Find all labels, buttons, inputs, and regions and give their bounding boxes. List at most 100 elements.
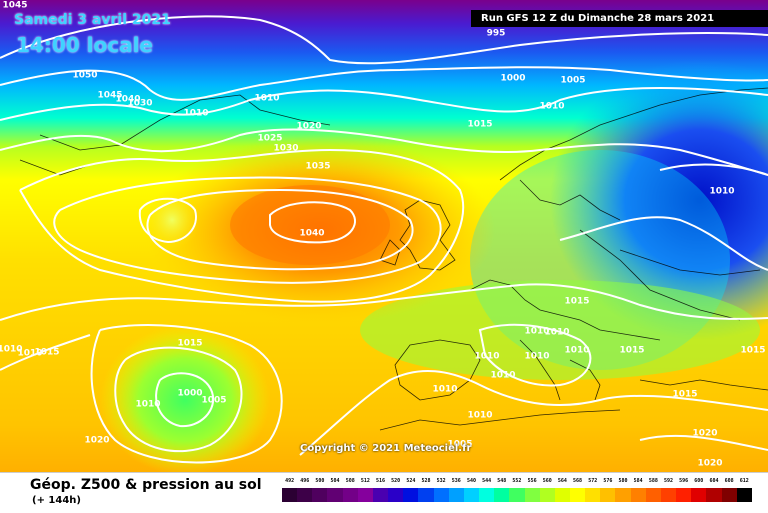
legend-value: 588 <box>648 478 658 484</box>
isobar-label: 1010 <box>474 352 499 362</box>
legend-value: 540 <box>466 478 476 484</box>
isobar-label: 1010 <box>539 102 564 112</box>
legend-swatch <box>600 488 616 502</box>
legend-value: 568 <box>573 478 583 484</box>
isobar-label: 1015 <box>740 346 765 356</box>
legend-value: 500 <box>315 478 325 484</box>
legend-swatch <box>630 488 646 502</box>
legend-swatch <box>342 488 358 502</box>
isobar-label: 1020 <box>84 436 109 446</box>
isobar-label: 1010 <box>709 187 734 197</box>
legend-swatch <box>448 488 464 502</box>
legend-swatch <box>569 488 586 502</box>
isobar-label: 1035 <box>305 162 330 172</box>
legend-swatch <box>479 488 495 502</box>
legend-swatch <box>297 488 313 502</box>
legend-value: 572 <box>588 478 598 484</box>
isobar-label: 1005 <box>201 396 226 406</box>
isobar-label: 1000 <box>177 389 202 399</box>
legend-value: 496 <box>300 478 310 484</box>
legend-swatch <box>282 488 298 502</box>
isobar-label: 1040 <box>115 95 140 105</box>
isobar-label: 1010 <box>467 411 492 421</box>
legend-swatch <box>585 488 601 502</box>
isobar-label: 1015 <box>34 348 59 358</box>
isobar-label: 1005 <box>560 76 585 86</box>
legend-value: 532 <box>436 478 446 484</box>
isobar-label: 1010 <box>0 345 23 355</box>
model-run-banner: Run GFS 12 Z du Dimanche 28 mars 2021 <box>471 10 768 27</box>
legend-swatch <box>403 488 419 502</box>
legend-swatch <box>706 488 722 502</box>
forecast-time: 14:00 locale <box>16 33 153 57</box>
isobars-contours <box>0 15 768 464</box>
isobar-label: 1010 <box>432 385 457 395</box>
isobar-label: 1010 <box>544 328 569 338</box>
legend-values: 492 496 500 504 508 512 516 520 524 528 532 536 540 5… <box>282 478 752 484</box>
map-caption-lead: (+ 144h) <box>32 495 81 506</box>
legend-swatch <box>615 488 631 502</box>
legend-value: 512 <box>360 478 370 484</box>
legend-swatch <box>736 488 752 502</box>
legend-value: 592 <box>663 478 673 484</box>
isobar-label: 1010 <box>564 346 589 356</box>
legend-value: 576 <box>603 478 613 484</box>
isobar-label: 1010 <box>490 371 515 381</box>
isobar-label: 1010 <box>254 94 279 104</box>
isobar-label: 1015 <box>564 297 589 307</box>
legend-swatch <box>463 488 480 502</box>
legend-value: 580 <box>618 478 628 484</box>
legend-swatch <box>691 488 707 502</box>
isobar-label: 995 <box>487 29 506 39</box>
legend-value: 504 <box>330 478 340 484</box>
legend-value: 508 <box>345 478 355 484</box>
isobar-label: 1020 <box>692 429 717 439</box>
isobar-label: 1015 <box>672 390 697 400</box>
legend-swatch <box>660 488 677 502</box>
isobar-label: 1010 <box>183 109 208 119</box>
legend-value: 528 <box>421 478 431 484</box>
legend-swatch <box>327 488 343 502</box>
legend-value: 520 <box>391 478 401 484</box>
legend-value: 544 <box>482 478 492 484</box>
legend-value: 600 <box>694 478 704 484</box>
legend-value: 612 <box>739 478 749 484</box>
legend-swatch <box>676 488 692 502</box>
legend-value: 516 <box>376 478 386 484</box>
caption-bar: Géop. Z500 & pression au sol (+ 144h) 49… <box>0 472 768 513</box>
color-legend: 492 496 500 504 508 512 516 520 524 528 532 536 540 5… <box>282 478 752 510</box>
isobar-label: 1050 <box>72 71 97 81</box>
legend-swatch <box>388 488 404 502</box>
legend-value: 608 <box>724 478 734 484</box>
isobar-label: 1025 <box>257 134 282 144</box>
isobar-label: 1010 <box>135 400 160 410</box>
isobar-label: 1010 <box>524 352 549 362</box>
legend-value: 524 <box>406 478 416 484</box>
isobar-label: 1040 <box>299 229 324 239</box>
legend-value: 536 <box>451 478 461 484</box>
legend-swatch <box>433 488 449 502</box>
isobar-label: 1000 <box>500 74 525 84</box>
legend-value: 492 <box>285 478 295 484</box>
legend-value: 552 <box>512 478 522 484</box>
isobar-label: 1015 <box>177 339 202 349</box>
isobar-label: 1045 <box>2 1 27 11</box>
legend-value: 604 <box>709 478 719 484</box>
isobar-label: 1005 <box>447 440 472 450</box>
legend-swatch <box>418 488 434 502</box>
legend-swatch <box>539 488 555 502</box>
copyright-notice: Copyright © 2021 Meteociel.fr <box>300 443 472 454</box>
isobar-label: 1010 <box>17 349 42 359</box>
coastlines <box>19 87 768 431</box>
legend-value: 548 <box>497 478 507 484</box>
isobar-label: 1015 <box>467 120 492 130</box>
legend-swatch <box>509 488 525 502</box>
legend-swatch <box>645 488 661 502</box>
isobar-label: 1045 <box>97 91 122 101</box>
isobar-label: 1020 <box>697 459 722 469</box>
legend-value: 556 <box>527 478 537 484</box>
legend-color-bar <box>282 488 752 502</box>
legend-value: 564 <box>557 478 567 484</box>
